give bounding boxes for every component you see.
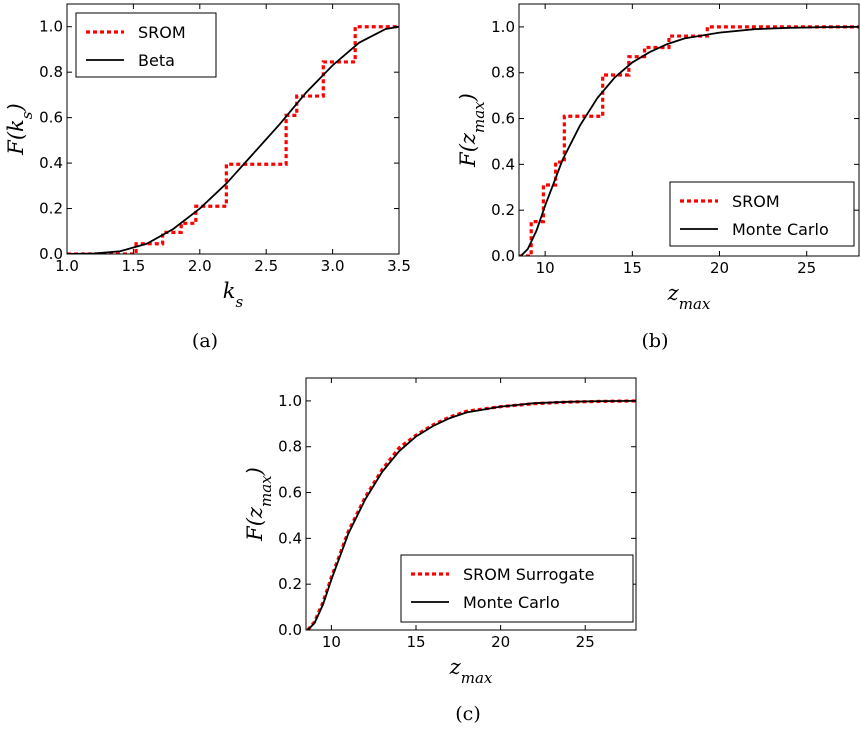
legend-entry: SROM bbox=[138, 23, 186, 42]
x-axis-label: zmax bbox=[449, 655, 493, 687]
y-tick-label: 0.2 bbox=[491, 201, 515, 219]
x-axis-label: zmax bbox=[667, 281, 711, 313]
x-tick-label: 25 bbox=[576, 633, 595, 651]
chart-panel-a: 1.0 1.5 2.0 2.5 3.0 3.5 0.0 0.2 0.4 0.6 0.8 1.0 ks F(… bbox=[4, 3, 411, 352]
y-tick-label: 1.0 bbox=[278, 392, 302, 410]
legend-entry: Monte Carlo bbox=[463, 593, 560, 612]
y-tick-label: 0.0 bbox=[278, 621, 302, 639]
y-tick-label: 0.4 bbox=[39, 154, 63, 172]
x-tick-label: 3.0 bbox=[321, 257, 345, 275]
y-tick-label: 0.6 bbox=[278, 484, 302, 502]
y-tick-label: 0.0 bbox=[39, 245, 63, 263]
y-tick-label: 1.0 bbox=[39, 18, 63, 36]
x-tick-label: 25 bbox=[797, 259, 816, 277]
x-tick-label: 1.5 bbox=[121, 257, 145, 275]
legend-entry: SROM bbox=[732, 192, 780, 211]
series-line-monte-carlo bbox=[520, 26, 859, 256]
legend: SROM Beta bbox=[75, 12, 217, 78]
x-axis-label: ks bbox=[223, 279, 244, 311]
legend-box bbox=[669, 181, 855, 247]
plot-frame bbox=[518, 3, 860, 257]
y-tick-label: 0.2 bbox=[278, 575, 302, 593]
y-tick-label: 0.6 bbox=[491, 110, 515, 128]
y-tick-label: 1.0 bbox=[491, 18, 515, 36]
y-tick-label: 0.4 bbox=[278, 529, 302, 547]
y-tick-label: 0.2 bbox=[39, 200, 63, 218]
chart-panel-c: 10 15 20 25 0.0 0.2 0.4 0.6 0.8 1.0 zmax F(zmax) SRO… bbox=[243, 377, 637, 725]
x-tick-label: 20 bbox=[710, 259, 729, 277]
y-axis-label: F(zmax) bbox=[456, 93, 488, 168]
legend-box bbox=[75, 12, 217, 78]
series-line-beta bbox=[67, 25, 399, 254]
x-tick-label: 15 bbox=[623, 259, 642, 277]
panel-caption: (b) bbox=[642, 330, 669, 352]
legend-box bbox=[400, 554, 634, 623]
legend: SROM Surrogate Monte Carlo bbox=[400, 554, 634, 623]
y-axis-label: F(ks) bbox=[4, 103, 36, 155]
y-tick-label: 0.0 bbox=[491, 247, 515, 265]
legend-entry: Monte Carlo bbox=[732, 220, 829, 239]
x-tick-label: 15 bbox=[406, 633, 425, 651]
x-tick-label: 20 bbox=[491, 633, 510, 651]
legend-entry: Beta bbox=[138, 51, 175, 70]
y-tick-label: 0.8 bbox=[278, 438, 302, 456]
x-tick-label: 2.0 bbox=[188, 257, 212, 275]
x-tick-label: 3.5 bbox=[387, 257, 411, 275]
plot-frame bbox=[66, 3, 400, 255]
panel-caption: (c) bbox=[455, 703, 480, 725]
legend: SROM Monte Carlo bbox=[669, 181, 855, 247]
series-line-srom bbox=[519, 25, 859, 256]
y-tick-label: 0.6 bbox=[39, 109, 63, 127]
x-tick-label: 1.0 bbox=[55, 257, 79, 275]
y-tick-label: 0.4 bbox=[491, 155, 515, 173]
series-line-srom bbox=[67, 25, 399, 254]
x-tick-label: 2.5 bbox=[254, 257, 278, 275]
x-tick-label: 10 bbox=[322, 633, 341, 651]
legend-entry: SROM Surrogate bbox=[463, 565, 594, 584]
chart-panel-b: 10 15 20 25 0.0 0.2 0.4 0.6 0.8 1.0 zmax F(zmax) SRO… bbox=[456, 3, 860, 352]
x-tick-label: 10 bbox=[536, 259, 555, 277]
y-tick-label: 0.8 bbox=[491, 64, 515, 82]
plot-frame bbox=[305, 377, 637, 631]
series-line-monte-carlo bbox=[307, 400, 636, 630]
y-tick-label: 0.8 bbox=[39, 63, 63, 81]
y-axis-label: F(zmax) bbox=[243, 467, 275, 542]
panel-caption: (a) bbox=[192, 330, 218, 352]
